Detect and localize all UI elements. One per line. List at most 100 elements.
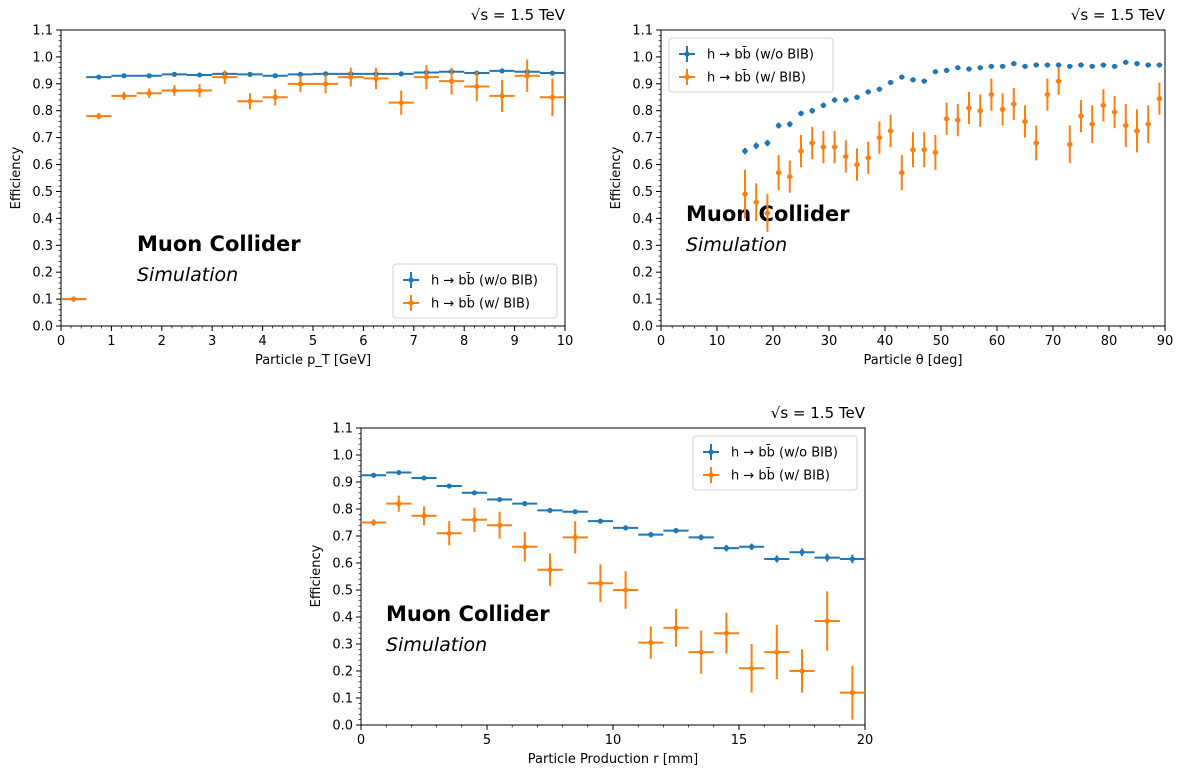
x-tick-label: 10 (605, 733, 622, 748)
x-tick-label: 4 (258, 334, 266, 349)
energy-label-theta: √s = 1.5 TeV (1071, 6, 1166, 24)
data-point (821, 131, 827, 163)
data-point (689, 631, 714, 674)
data-point (753, 142, 759, 148)
y-tick-label: 1.1 (332, 422, 353, 437)
data-point (933, 69, 939, 74)
data-point (1101, 62, 1107, 67)
data-point (843, 140, 849, 172)
data-point (1022, 105, 1028, 137)
y-tick-label: 0.6 (32, 158, 53, 173)
data-point (462, 490, 487, 495)
data-point (411, 506, 436, 525)
y-tick-label: 0.5 (332, 584, 353, 599)
y-axis-label-pt: Efficiency (9, 146, 24, 209)
data-point (263, 89, 288, 105)
data-point (921, 132, 927, 167)
data-point (537, 508, 562, 513)
data-point (1000, 64, 1006, 69)
data-point (714, 613, 739, 654)
data-point (764, 625, 789, 679)
data-point (1045, 78, 1051, 110)
x-tick-label: 70 (1045, 334, 1062, 349)
y-tick-label: 1.0 (332, 449, 353, 464)
data-point (1145, 62, 1151, 67)
legend-label: h → bb̄ (w/ BIB) (431, 296, 530, 311)
data-point (386, 496, 411, 512)
data-point (910, 77, 916, 82)
y-tick-label: 0.4 (332, 611, 353, 626)
data-point (764, 555, 789, 562)
data-point (1157, 62, 1163, 67)
data-point (111, 73, 136, 78)
data-point (854, 95, 860, 100)
y-tick-label: 0.0 (632, 320, 653, 335)
y-tick-label: 0.3 (632, 239, 653, 254)
data-point (809, 127, 815, 159)
data-point (663, 528, 688, 533)
data-point (955, 104, 961, 136)
y-tick-label: 0.1 (32, 293, 53, 308)
data-point (638, 626, 663, 658)
y-tick-label: 0.8 (32, 104, 53, 119)
x-tick-label: 3 (208, 334, 216, 349)
y-tick-label: 0.1 (632, 293, 653, 308)
y-axis-label-theta: Efficiency (609, 146, 624, 209)
x-tick-label: 30 (821, 334, 838, 349)
data-point (1033, 126, 1039, 161)
x-axis-label-theta: Particle θ [deg] (864, 353, 963, 368)
data-point (888, 80, 894, 85)
data-point (187, 84, 212, 97)
x-axis-label-pt: Particle p_T [GeV] (255, 353, 371, 368)
x-tick-label: 6 (359, 334, 367, 349)
data-point (739, 644, 764, 693)
x-tick-label: 50 (933, 334, 950, 349)
data-point (1033, 62, 1039, 67)
data-point (212, 70, 237, 83)
data-point (977, 65, 983, 70)
x-tick-label: 5 (309, 334, 317, 349)
data-point (1022, 64, 1028, 69)
simulation-label-theta: Simulation (686, 234, 787, 256)
data-point (776, 123, 782, 129)
data-point (588, 519, 613, 524)
energy-label-pt: √s = 1.5 TeV (471, 6, 566, 24)
data-point (663, 609, 688, 647)
y-tick-label: 0.3 (32, 239, 53, 254)
data-point (944, 103, 950, 135)
x-tick-label: 9 (510, 334, 518, 349)
data-point (1045, 62, 1051, 67)
data-point (1134, 61, 1140, 66)
data-point (1089, 64, 1095, 69)
data-point (487, 497, 512, 502)
legend-theta: h → bb̄ (w/o BIB)h → bb̄ (w/ BIB) (669, 38, 833, 92)
data-point (1123, 60, 1129, 65)
data-point (437, 521, 462, 545)
data-point (86, 113, 111, 119)
x-tick-label: 15 (731, 733, 748, 748)
data-point (338, 68, 363, 87)
data-point (313, 74, 338, 93)
data-point (515, 60, 540, 92)
panel-r: √s = 1.5 TeV Efficiency Particle Product… (309, 404, 873, 767)
data-point (789, 649, 814, 692)
y-tick-label: 0.5 (632, 185, 653, 200)
data-point (263, 73, 288, 78)
data-point (288, 76, 313, 92)
data-point (237, 72, 262, 77)
legend-label: h → bb̄ (w/ BIB) (707, 70, 806, 85)
data-point (955, 65, 961, 70)
y-tick-label: 0.4 (32, 212, 53, 227)
y-tick-label: 0.2 (632, 266, 653, 281)
data-point (86, 74, 111, 79)
x-tick-label: 7 (410, 334, 418, 349)
y-tick-label: 0.6 (632, 158, 653, 173)
legend-label: h → bb̄ (w/ BIB) (731, 468, 830, 483)
x-axis-label-r: Particle Production r [mm] (528, 752, 698, 767)
y-tick-label: 0.9 (32, 77, 53, 92)
data-point (162, 72, 187, 77)
data-point (1011, 88, 1017, 120)
data-point (689, 534, 714, 540)
data-point (989, 64, 995, 69)
